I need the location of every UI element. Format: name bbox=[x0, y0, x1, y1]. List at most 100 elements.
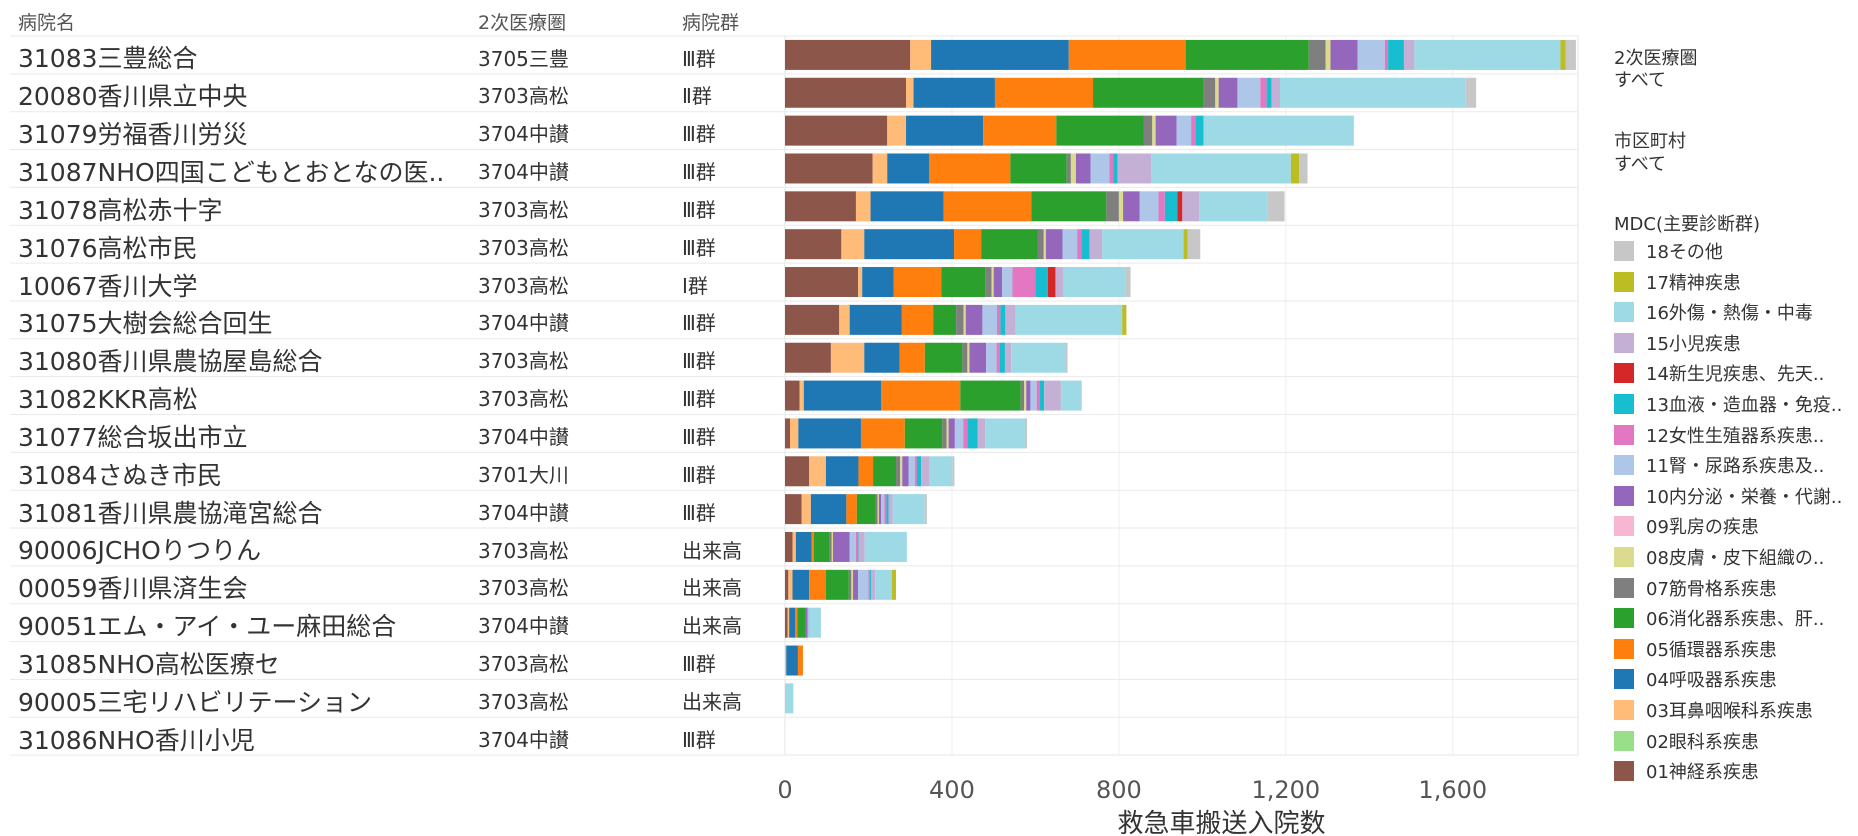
bar-segment[interactable] bbox=[904, 418, 943, 449]
bar-segment[interactable] bbox=[1040, 380, 1045, 411]
bar-segment[interactable] bbox=[1035, 267, 1048, 298]
bar-segment[interactable] bbox=[785, 229, 842, 260]
bar-segment[interactable] bbox=[1077, 229, 1082, 260]
bar-segment[interactable] bbox=[948, 418, 955, 449]
bar-segment[interactable] bbox=[878, 494, 881, 525]
bar-segment[interactable] bbox=[1183, 229, 1188, 260]
bar-segment[interactable] bbox=[839, 304, 850, 335]
bar-segment[interactable] bbox=[1036, 380, 1041, 411]
bar-segment[interactable] bbox=[825, 569, 849, 600]
bar-segment[interactable] bbox=[869, 569, 871, 600]
bar-segment[interactable] bbox=[795, 531, 812, 562]
bar-segment[interactable] bbox=[1271, 77, 1280, 108]
bar-segment[interactable] bbox=[914, 456, 917, 487]
bar-segment[interactable] bbox=[785, 569, 789, 600]
bar-segment[interactable] bbox=[1215, 77, 1219, 108]
bar-segment[interactable] bbox=[884, 494, 887, 525]
bar-segment[interactable] bbox=[858, 456, 874, 487]
bar-segment[interactable] bbox=[981, 229, 1038, 260]
legend-item[interactable]: 15小児疾患 bbox=[1614, 330, 1741, 356]
bar-segment[interactable] bbox=[1388, 39, 1404, 70]
bar-segment[interactable] bbox=[1203, 77, 1216, 108]
bar-segment[interactable] bbox=[906, 77, 914, 108]
bar-segment[interactable] bbox=[860, 418, 905, 449]
bar-segment[interactable] bbox=[785, 418, 791, 449]
bar-segment[interactable] bbox=[864, 342, 900, 373]
bar-segment[interactable] bbox=[887, 153, 929, 184]
bar-segment[interactable] bbox=[891, 569, 897, 600]
bar-segment[interactable] bbox=[1143, 115, 1153, 146]
bar-segment[interactable] bbox=[1060, 380, 1082, 411]
bar-segment[interactable] bbox=[933, 304, 957, 335]
bar-segment[interactable] bbox=[1106, 191, 1119, 222]
bar-segment[interactable] bbox=[1465, 77, 1477, 108]
bar-segment[interactable] bbox=[832, 531, 850, 562]
bar-segment[interactable] bbox=[901, 304, 934, 335]
bar-segment[interactable] bbox=[1005, 304, 1016, 335]
bar-segment[interactable] bbox=[985, 418, 1025, 449]
bar-segment[interactable] bbox=[1177, 191, 1183, 222]
bar-segment[interactable] bbox=[1045, 229, 1063, 260]
bar-segment[interactable] bbox=[996, 342, 1000, 373]
bar-segment[interactable] bbox=[1237, 77, 1261, 108]
bar-segment[interactable] bbox=[962, 342, 968, 373]
bar-segment[interactable] bbox=[785, 645, 787, 676]
bar-segment[interactable] bbox=[825, 456, 859, 487]
bar-segment[interactable] bbox=[910, 39, 932, 70]
bar-segment[interactable] bbox=[1024, 418, 1028, 449]
bar-segment[interactable] bbox=[785, 531, 793, 562]
legend-item[interactable]: 02眼科系疾患 bbox=[1614, 728, 1759, 754]
bar-segment[interactable] bbox=[931, 39, 1069, 70]
legend-item[interactable]: 08皮膚・皮下組織の.. bbox=[1614, 544, 1824, 570]
bar-segment[interactable] bbox=[1330, 39, 1358, 70]
legend-item[interactable]: 13血液・造血器・免疫.. bbox=[1614, 391, 1842, 417]
bar-segment[interactable] bbox=[942, 418, 947, 449]
bar-segment[interactable] bbox=[807, 607, 811, 638]
bar-segment[interactable] bbox=[858, 267, 863, 298]
bar-segment[interactable] bbox=[880, 380, 961, 411]
bar-segment[interactable] bbox=[985, 267, 992, 298]
bar-segment[interactable] bbox=[913, 77, 995, 108]
legend-item[interactable]: 14新生児疾患、先天.. bbox=[1614, 360, 1824, 386]
bar-segment[interactable] bbox=[785, 607, 788, 638]
bar-segment[interactable] bbox=[1047, 267, 1056, 298]
bar-segment[interactable] bbox=[1024, 380, 1027, 411]
legend-item[interactable]: 16外傷・熱傷・中毒 bbox=[1614, 299, 1813, 325]
legend-item[interactable]: 03耳鼻咽喉科系疾患 bbox=[1614, 697, 1813, 723]
bar-segment[interactable] bbox=[963, 304, 966, 335]
bar-segment[interactable] bbox=[1031, 191, 1107, 222]
bar-segment[interactable] bbox=[1002, 267, 1013, 298]
bar-segment[interactable] bbox=[1004, 342, 1012, 373]
bar-segment[interactable] bbox=[965, 304, 983, 335]
bar-segment[interactable] bbox=[886, 494, 889, 525]
bar-segment[interactable] bbox=[1357, 39, 1385, 70]
bar-segment[interactable] bbox=[1152, 115, 1156, 146]
bar-segment[interactable] bbox=[986, 342, 997, 373]
bar-segment[interactable] bbox=[801, 494, 811, 525]
bar-segment[interactable] bbox=[902, 456, 909, 487]
bar-segment[interactable] bbox=[1191, 115, 1196, 146]
bar-segment[interactable] bbox=[921, 456, 930, 487]
bar-segment[interactable] bbox=[785, 342, 831, 373]
bar-segment[interactable] bbox=[969, 342, 987, 373]
bar-segment[interactable] bbox=[785, 77, 907, 108]
bar-segment[interactable] bbox=[928, 153, 1011, 184]
bar-segment[interactable] bbox=[785, 115, 888, 146]
bar-segment[interactable] bbox=[1066, 153, 1071, 184]
bar-segment[interactable] bbox=[803, 380, 881, 411]
bar-segment[interactable] bbox=[1030, 380, 1037, 411]
bar-segment[interactable] bbox=[798, 418, 861, 449]
bar-segment[interactable] bbox=[855, 531, 858, 562]
bar-segment[interactable] bbox=[810, 607, 821, 638]
filter-area-value[interactable]: すべて bbox=[1614, 70, 1667, 91]
bar-segment[interactable] bbox=[954, 229, 982, 260]
bar-segment[interactable] bbox=[864, 229, 955, 260]
bar-segment[interactable] bbox=[792, 531, 796, 562]
bar-segment[interactable] bbox=[924, 342, 963, 373]
bar-segment[interactable] bbox=[811, 531, 814, 562]
bar-segment[interactable] bbox=[924, 494, 927, 525]
bar-segment[interactable] bbox=[829, 531, 832, 562]
bar-segment[interactable] bbox=[1118, 191, 1124, 222]
bar-segment[interactable] bbox=[855, 191, 871, 222]
bar-segment[interactable] bbox=[1113, 153, 1118, 184]
